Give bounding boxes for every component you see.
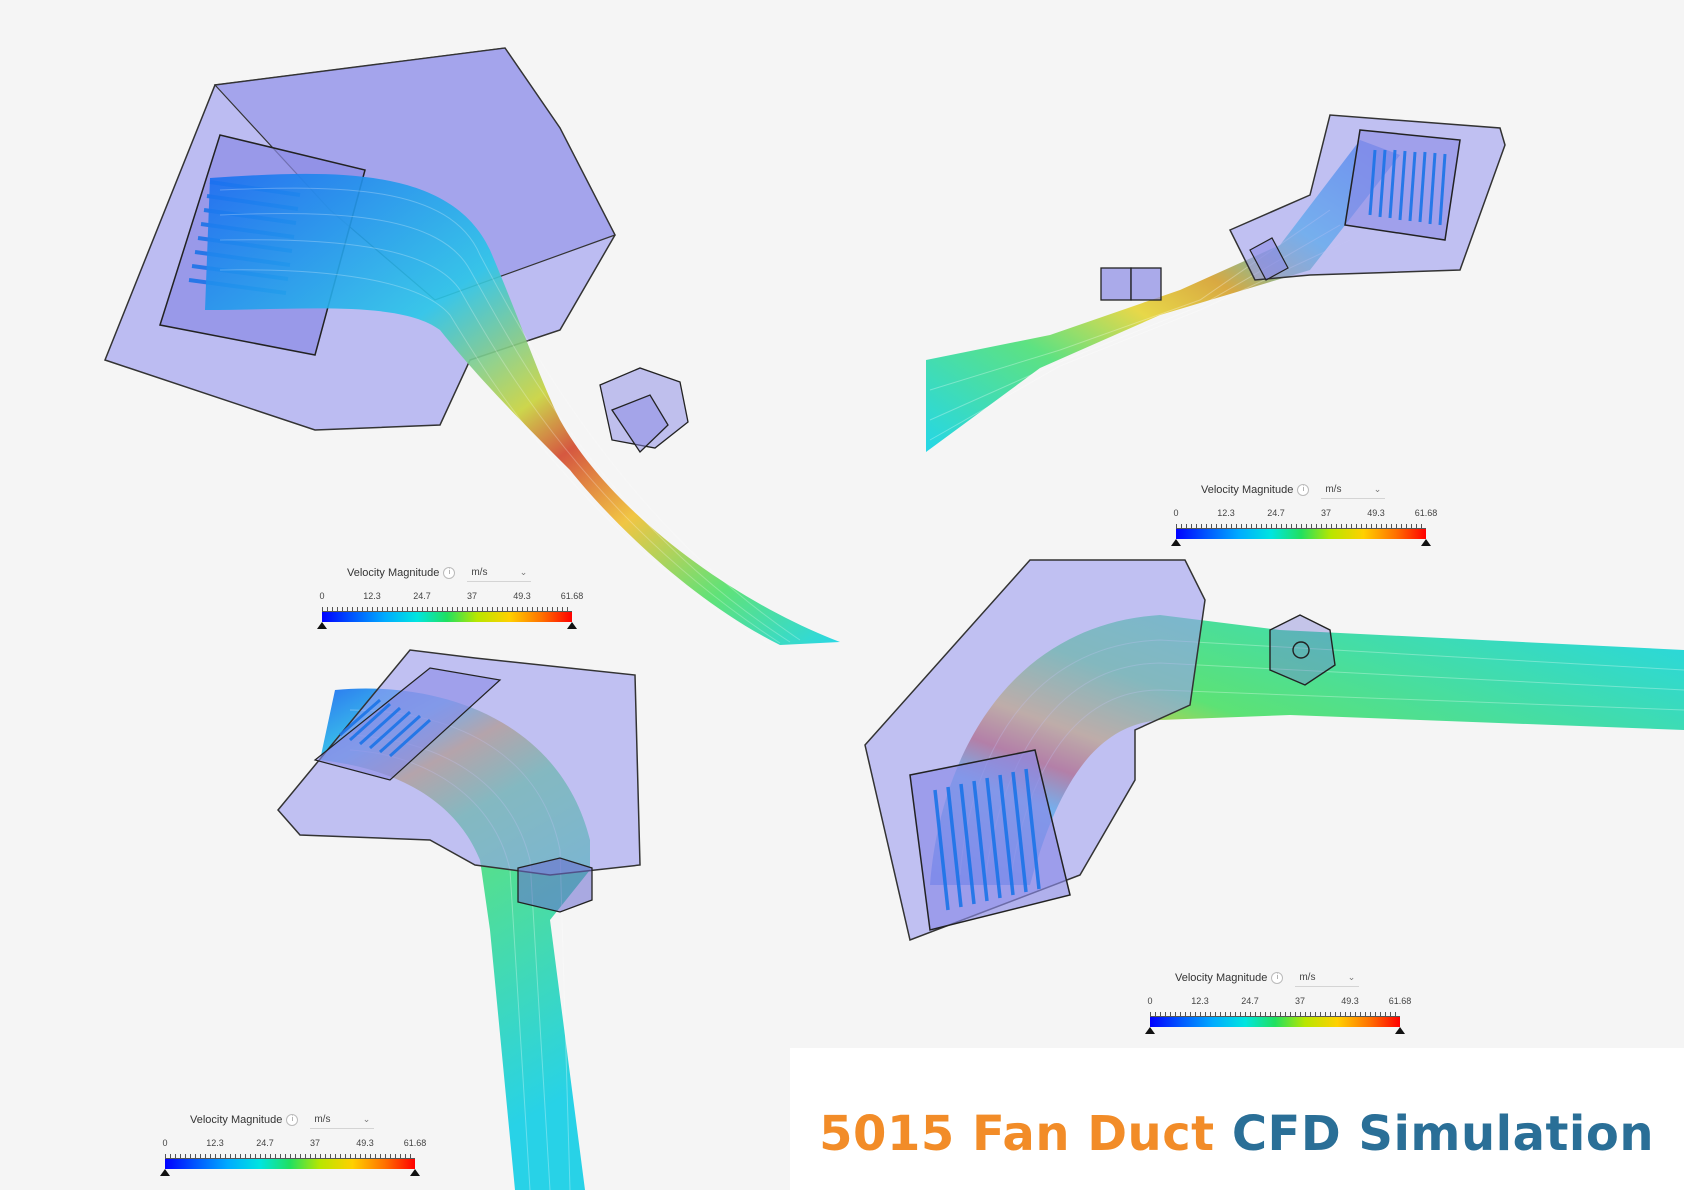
legend-tick: 0 xyxy=(162,1138,168,1148)
legend-tick: 61.68 xyxy=(1388,996,1412,1006)
unit-dropdown[interactable]: m/s ⌄ xyxy=(467,564,532,582)
legend-tick: 0 xyxy=(1147,996,1153,1006)
legend-tick: 0 xyxy=(1173,508,1179,518)
legend-tick: 61.68 xyxy=(1414,508,1438,518)
legend-min-handle[interactable] xyxy=(1145,1027,1155,1034)
velocity-legend: Velocity Magnitude i m/s ⌄ 0 12.3 24.7 3… xyxy=(1171,480,1466,550)
fan-inlet-box xyxy=(313,667,502,781)
unit-label: m/s xyxy=(314,1114,331,1125)
legend-tick: 61.68 xyxy=(560,591,584,601)
nozzle-hex xyxy=(599,367,689,454)
unit-dropdown[interactable]: m/s ⌄ xyxy=(310,1111,375,1129)
legend-title: Velocity Magnitude xyxy=(1175,972,1268,984)
info-icon[interactable]: i xyxy=(443,567,456,579)
legend-tick: 49.3 xyxy=(513,591,531,601)
view-top-right[interactable] xyxy=(900,100,1520,460)
legend-max-handle[interactable] xyxy=(1395,1027,1405,1034)
view-bottom-right[interactable] xyxy=(860,555,1684,955)
legend-tick: 37 xyxy=(1320,508,1332,518)
view-bottom-left[interactable] xyxy=(260,640,660,1190)
page-title: 5015 Fan Duct CFD Simulation xyxy=(819,1106,1654,1162)
legend-scale xyxy=(165,1150,415,1159)
legend-max-handle[interactable] xyxy=(567,622,577,629)
legend-min-handle[interactable] xyxy=(160,1169,170,1176)
duct-housing xyxy=(277,649,641,876)
nozzle-rect xyxy=(1249,237,1289,281)
legend-title: Velocity Magnitude xyxy=(190,1114,283,1126)
legend-title: Velocity Magnitude xyxy=(1201,484,1294,496)
probe-block xyxy=(1100,267,1162,301)
velocity-streamlines xyxy=(926,140,1400,452)
legend-tick: 24.7 xyxy=(413,591,431,601)
info-icon[interactable]: i xyxy=(1297,484,1310,496)
unit-label: m/s xyxy=(1299,972,1316,983)
legend-tick: 0 xyxy=(319,591,325,601)
legend-tick: 61.68 xyxy=(403,1138,427,1148)
legend-colorbar xyxy=(1176,529,1426,539)
legend-tick: 37 xyxy=(309,1138,321,1148)
legend-min-handle[interactable] xyxy=(1171,539,1181,546)
velocity-legend: Velocity Magnitude i m/s ⌄ 0 12.3 24.7 3… xyxy=(1145,968,1440,1038)
legend-tick: 12.3 xyxy=(206,1138,224,1148)
legend-tick: 12.3 xyxy=(363,591,381,601)
legend-tick: 24.7 xyxy=(1241,996,1259,1006)
info-icon[interactable]: i xyxy=(1271,972,1284,984)
fan-blades xyxy=(1368,149,1447,226)
legend-header: Velocity Magnitude i m/s ⌄ xyxy=(1201,480,1386,500)
chevron-down-icon: ⌄ xyxy=(1347,972,1356,982)
velocity-legend: Velocity Magnitude i m/s ⌄ 0 12.3 24.7 3… xyxy=(317,563,612,633)
legend-colorbar xyxy=(322,612,572,622)
unit-label: m/s xyxy=(471,567,488,578)
legend-tick: 49.3 xyxy=(1341,996,1359,1006)
fan-blades xyxy=(339,698,432,758)
legend-tick: 24.7 xyxy=(256,1138,274,1148)
legend-header: Velocity Magnitude i m/s ⌄ xyxy=(347,563,532,583)
fan-blades xyxy=(933,768,1041,911)
legend-scale xyxy=(1176,520,1426,529)
legend-min-handle[interactable] xyxy=(317,622,327,629)
legend-colorbar xyxy=(1150,1017,1400,1027)
legend-header: Velocity Magnitude i m/s ⌄ xyxy=(1175,968,1360,988)
legend-scale xyxy=(322,603,572,612)
nozzle-hex xyxy=(517,857,593,913)
legend-tick: 24.7 xyxy=(1267,508,1285,518)
legend-ticks: 0 12.3 24.7 37 49.3 61.68 xyxy=(1173,508,1437,520)
legend-header: Velocity Magnitude i m/s ⌄ xyxy=(190,1110,375,1130)
chevron-down-icon: ⌄ xyxy=(362,1114,371,1124)
unit-dropdown[interactable]: m/s ⌄ xyxy=(1295,969,1360,987)
legend-tick: 12.3 xyxy=(1191,996,1209,1006)
legend-max-handle[interactable] xyxy=(410,1169,420,1176)
view-top-left[interactable] xyxy=(0,0,860,650)
velocity-legend: Velocity Magnitude i m/s ⌄ 0 12.3 24.7 3… xyxy=(160,1110,455,1180)
velocity-streamlines xyxy=(205,173,840,645)
legend-max-handle[interactable] xyxy=(1421,539,1431,546)
legend-ticks: 0 12.3 24.7 37 49.3 61.68 xyxy=(162,1138,426,1150)
legend-title: Velocity Magnitude xyxy=(347,567,440,579)
legend-tick: 49.3 xyxy=(356,1138,374,1148)
title-banner: 5015 Fan Duct CFD Simulation xyxy=(790,1048,1684,1190)
legend-ticks: 0 12.3 24.7 37 49.3 61.68 xyxy=(319,591,583,603)
legend-tick: 12.3 xyxy=(1217,508,1235,518)
title-part-2: CFD Simulation xyxy=(1231,1106,1654,1162)
legend-colorbar xyxy=(165,1159,415,1169)
legend-scale xyxy=(1150,1008,1400,1017)
legend-tick: 37 xyxy=(466,591,478,601)
legend-ticks: 0 12.3 24.7 37 49.3 61.68 xyxy=(1147,996,1411,1008)
chevron-down-icon: ⌄ xyxy=(1373,484,1382,494)
nozzle-hex xyxy=(1269,614,1336,686)
chevron-down-icon: ⌄ xyxy=(519,567,528,577)
legend-tick: 37 xyxy=(1294,996,1306,1006)
legend-tick: 49.3 xyxy=(1367,508,1385,518)
unit-label: m/s xyxy=(1325,484,1342,495)
unit-dropdown[interactable]: m/s ⌄ xyxy=(1321,481,1386,499)
info-icon[interactable]: i xyxy=(286,1114,299,1126)
title-part-1: 5015 Fan Duct xyxy=(819,1106,1215,1162)
